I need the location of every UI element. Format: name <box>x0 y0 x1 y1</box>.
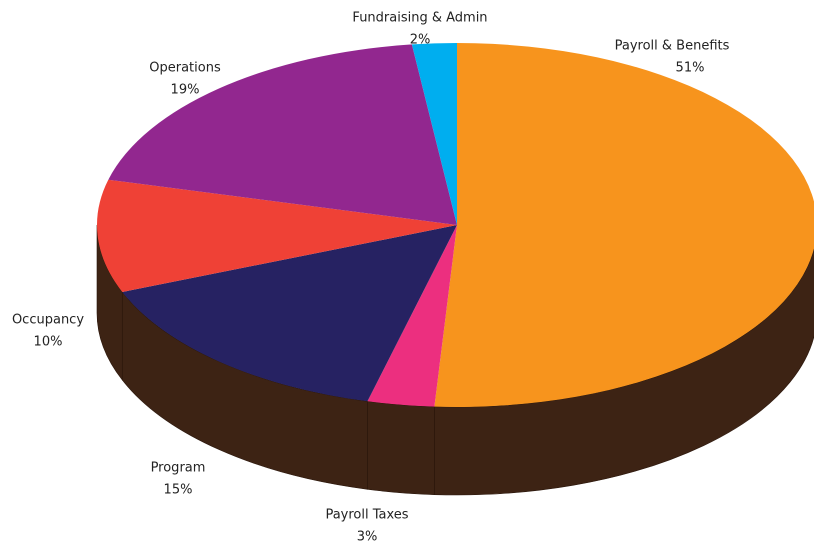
slice-value-label: 19% <box>171 83 200 98</box>
slice-value-label: 2% <box>410 33 431 48</box>
slice <box>411 43 457 225</box>
slice-side <box>367 400 435 495</box>
slice-label: Operations <box>149 61 221 76</box>
slice-label: Program <box>151 461 206 476</box>
slice-value-label: 15% <box>164 483 193 498</box>
slice-value-label: 10% <box>34 335 63 350</box>
slice <box>434 43 814 407</box>
slice-label: Payroll & Benefits <box>615 39 730 54</box>
slice <box>122 225 458 402</box>
slice-value-label: 3% <box>357 530 378 545</box>
slice-label: Occupancy <box>12 313 84 328</box>
slice-label: Payroll Taxes <box>325 508 408 523</box>
slice-value-label: 51% <box>676 61 705 76</box>
slice-side <box>96 224 123 381</box>
slice <box>367 225 457 407</box>
slice <box>97 179 458 292</box>
slice <box>108 44 457 226</box>
slice-label: Fundraising & Admin <box>352 11 487 26</box>
